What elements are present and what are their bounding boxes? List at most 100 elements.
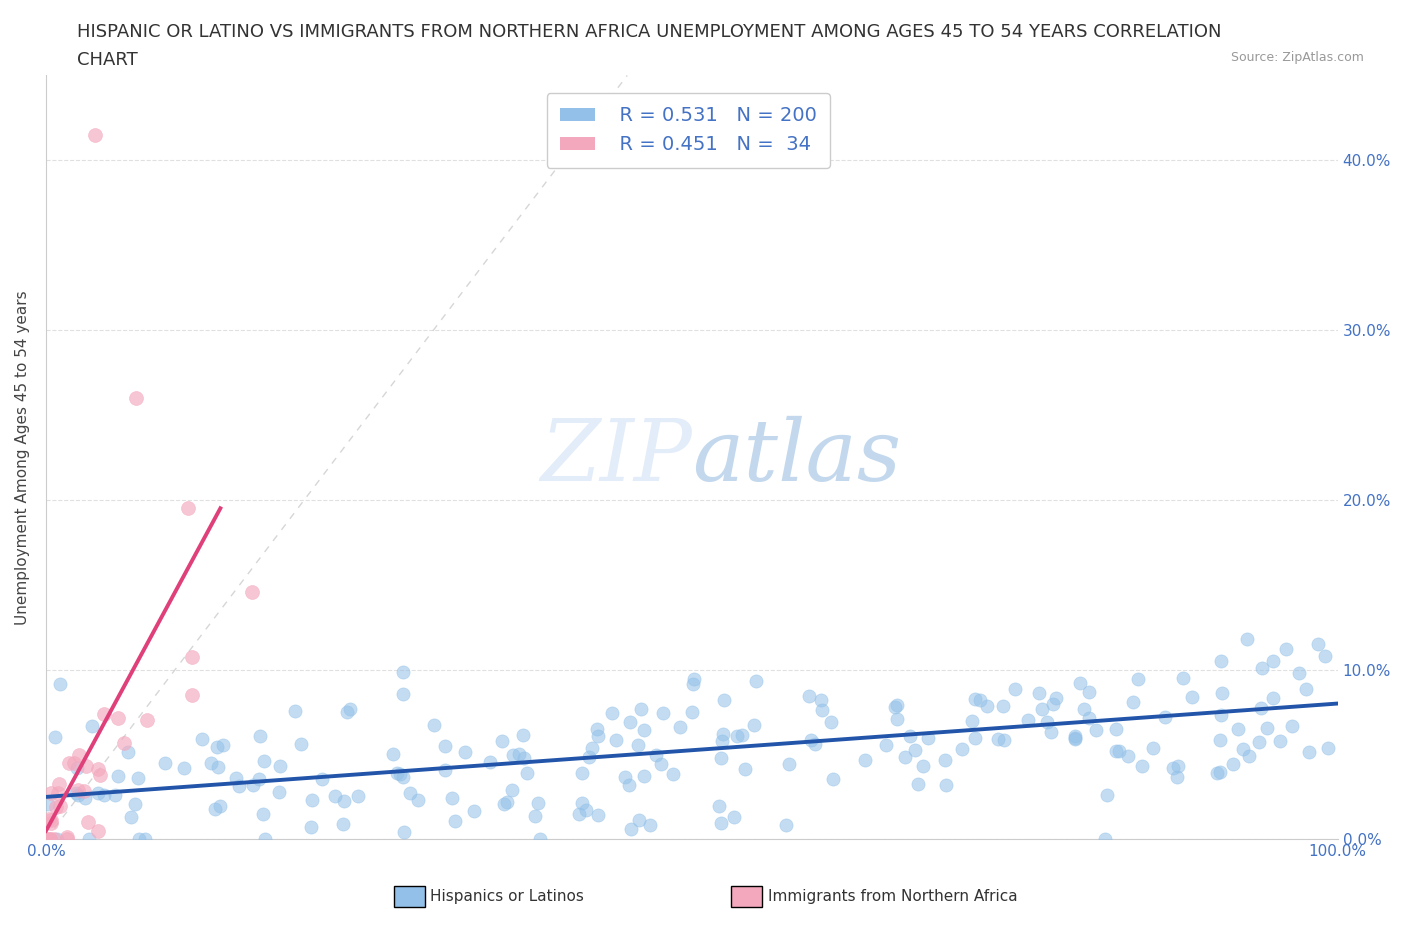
Point [391, 686, 413, 701]
Point [267, 784, 290, 799]
Point [904, 743, 927, 758]
Point [627, 738, 650, 753]
Y-axis label: Unemployment Among Ages 45 to 54 years: Unemployment Among Ages 45 to 54 years [15, 290, 30, 625]
Point [1153, 710, 1175, 724]
Point [75, 791, 97, 806]
Point [208, 799, 231, 814]
Point [1247, 735, 1270, 750]
Point [128, 832, 150, 847]
Point [89, 767, 111, 782]
Point [392, 665, 415, 680]
Point [1126, 671, 1149, 686]
Point [46, 786, 69, 801]
Point [523, 808, 546, 823]
Point [1069, 675, 1091, 690]
Point [1105, 722, 1128, 737]
Point [269, 759, 291, 774]
Point [347, 789, 370, 804]
Point [107, 711, 129, 725]
Point [381, 746, 404, 761]
Point [191, 731, 214, 746]
Point [65, 785, 87, 800]
Point [993, 733, 1015, 748]
Point [682, 677, 704, 692]
Point [1211, 685, 1233, 700]
Point [568, 806, 591, 821]
Point [207, 760, 229, 775]
Point [491, 734, 513, 749]
Point [711, 733, 734, 748]
Point [645, 748, 668, 763]
Point [907, 777, 929, 791]
Point [745, 673, 768, 688]
Point [79, 832, 101, 847]
Point [617, 777, 640, 792]
Point [242, 585, 264, 600]
Point [1084, 723, 1107, 737]
Point [633, 723, 655, 737]
Point [87, 785, 110, 800]
Point [385, 765, 408, 780]
Point [581, 741, 603, 756]
Point [662, 766, 685, 781]
Point [127, 770, 149, 785]
Point [58, 755, 80, 770]
Point [454, 745, 477, 760]
Point [571, 795, 593, 810]
Point [775, 817, 797, 832]
Text: HISPANIC OR LATINO VS IMMIGRANTS FROM NORTHERN AFRICA UNEMPLOYMENT AMONG AGES 45: HISPANIC OR LATINO VS IMMIGRANTS FROM NO… [77, 23, 1222, 41]
Point [290, 737, 312, 751]
Point [600, 706, 623, 721]
Point [508, 746, 530, 761]
Point [93, 788, 115, 803]
Point [242, 777, 264, 792]
Point [440, 790, 463, 805]
Point [75, 758, 97, 773]
Point [1226, 722, 1249, 737]
Point [39, 816, 62, 830]
Point [1308, 637, 1330, 652]
Point [86, 823, 108, 838]
Point [444, 814, 467, 829]
Point [37, 796, 59, 811]
Point [392, 825, 415, 840]
Point [1064, 730, 1087, 745]
Point [898, 729, 921, 744]
Point [578, 750, 600, 764]
Point [1042, 697, 1064, 711]
Point [66, 761, 89, 776]
Point [153, 755, 176, 770]
Point [1040, 724, 1063, 739]
Point [1205, 765, 1227, 780]
Point [1078, 711, 1101, 725]
Point [976, 698, 998, 713]
Point [987, 732, 1010, 747]
Point [284, 703, 307, 718]
Point [963, 731, 986, 746]
Point [93, 707, 115, 722]
Point [1167, 759, 1189, 774]
Point [1222, 756, 1244, 771]
Point [1256, 721, 1278, 736]
Point [205, 739, 228, 754]
Point [810, 692, 832, 707]
Point [228, 778, 250, 793]
Point [496, 794, 519, 809]
Point [1288, 666, 1310, 681]
Point [1095, 788, 1118, 803]
Point [1116, 749, 1139, 764]
Point [501, 782, 523, 797]
Point [886, 711, 908, 726]
Point [730, 728, 752, 743]
Point [181, 688, 204, 703]
Point [1313, 648, 1336, 663]
Point [669, 720, 692, 735]
Point [917, 731, 939, 746]
Point [969, 693, 991, 708]
Point [406, 793, 429, 808]
Point [744, 718, 766, 733]
Point [894, 750, 917, 764]
Point [804, 737, 827, 751]
Point [1281, 719, 1303, 734]
Point [39, 832, 62, 847]
